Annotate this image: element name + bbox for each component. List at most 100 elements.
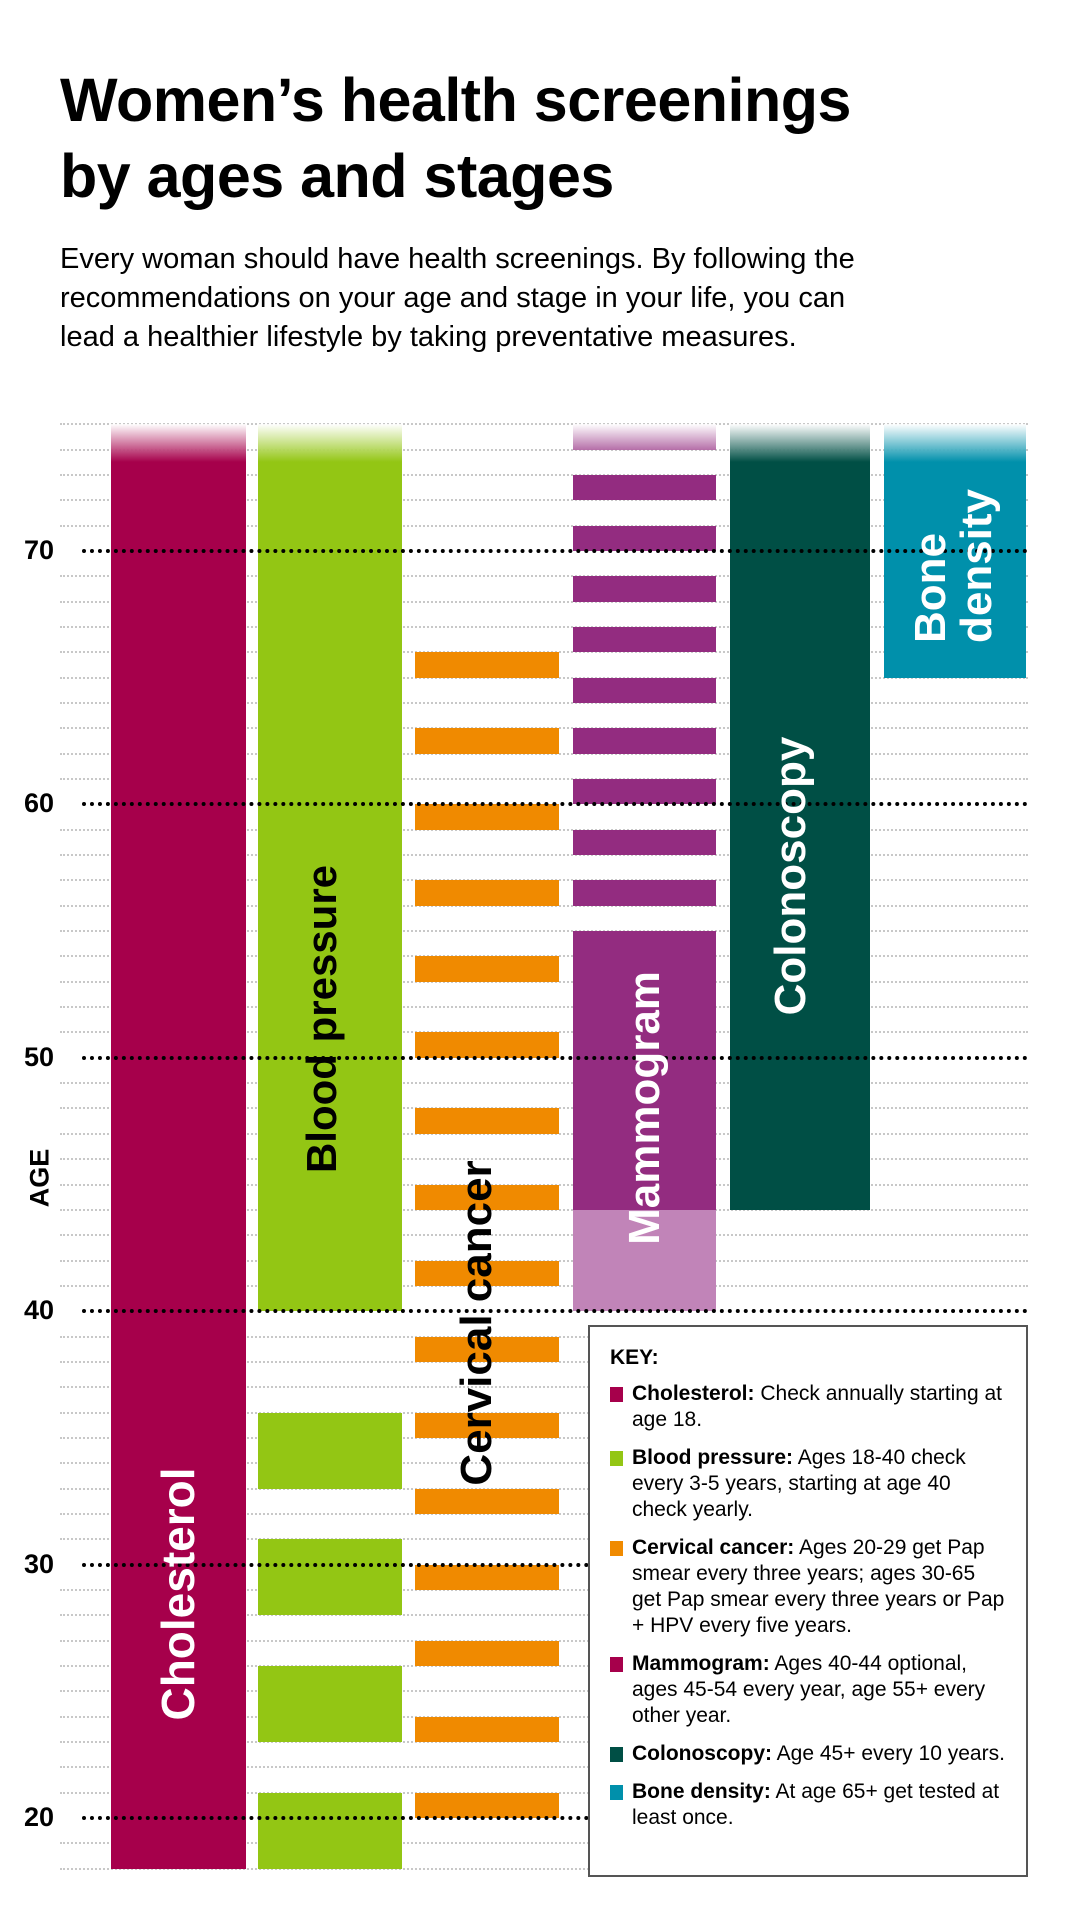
y-tick-label: 60 <box>24 788 55 819</box>
cervical-cancer-bar <box>415 1108 559 1134</box>
cervical-cancer-bar <box>415 1336 559 1362</box>
mammogram-bar <box>573 677 716 704</box>
key-color-swatch <box>610 1387 623 1402</box>
grid-line-minor <box>60 1588 1028 1591</box>
mammogram-bar <box>573 424 716 450</box>
y-tick-label: 30 <box>24 1548 55 1579</box>
mammogram-bar <box>573 728 716 754</box>
y-tick-label: 50 <box>24 1041 55 1072</box>
bone-density-label-line: density <box>952 488 1001 644</box>
key-item: Bone density: At age 65+ get tested at l… <box>610 1779 1010 1831</box>
mammogram-bar <box>573 576 716 602</box>
bone-density-label-line: Bone <box>905 533 955 644</box>
y-tick-label: 70 <box>24 535 55 565</box>
grid-line-minor <box>60 1436 1028 1439</box>
mammogram-bar <box>573 474 716 501</box>
grid-line-minor <box>60 980 1028 983</box>
page-title: Women’s health screenings by ages and st… <box>60 62 851 214</box>
grid-line-minor <box>60 1360 1028 1363</box>
key-item-name: Cholesterol: <box>632 1382 755 1405</box>
grid-line-minor <box>60 1234 1028 1237</box>
key-item-name: Blood pressure: <box>632 1446 794 1469</box>
grid-line-minor <box>60 1386 1028 1389</box>
cervical-cancer-bar <box>415 1488 559 1514</box>
cervical-cancer-bar <box>415 956 559 982</box>
cervical-cancer-bar <box>415 1260 559 1286</box>
cervical-cancer-bar <box>415 880 559 906</box>
grid-line-minor <box>60 1867 1028 1870</box>
cervical-cancer-label: Cervical cancer <box>451 1160 501 1486</box>
cervical-cancer-bar <box>415 1716 559 1742</box>
y-tick-label: 40 <box>24 1295 55 1326</box>
cervical-cancer-bar <box>415 804 559 830</box>
subtitle: Every woman should have health screening… <box>60 240 855 357</box>
blood-pressure-bar <box>258 1412 402 1489</box>
cervical-cancer-bar <box>415 652 559 678</box>
grid-line-minor <box>60 473 1028 476</box>
blood-pressure-bar <box>258 1665 402 1742</box>
key-item: Colonoscopy: Age 45+ every 10 years. <box>610 1741 1010 1767</box>
grid-line-minor <box>60 1512 1028 1515</box>
grid-line-minor <box>60 752 1028 755</box>
cervical-cancer-bar <box>415 1564 559 1590</box>
mammogram-label: Mammogram <box>619 971 669 1245</box>
mammogram-bar <box>573 880 716 906</box>
key-color-swatch <box>610 1785 623 1800</box>
grid-line-minor <box>60 1208 1028 1211</box>
title-line: Women’s health screenings <box>60 66 851 134</box>
mammogram-bar <box>573 627 716 653</box>
grid-line-minor <box>60 854 1028 857</box>
grid-line-minor <box>60 600 1028 603</box>
title-line: by ages and stages <box>60 142 614 210</box>
key-item-text: At age 65+ get tested at least once. <box>632 1780 1000 1829</box>
y-axis-label: AGE <box>24 1148 55 1208</box>
grid-line-minor <box>60 828 1028 831</box>
subtitle-line: lead a healthier lifestyle by taking pre… <box>60 321 797 353</box>
key-item-text: Ages 18-40 check every 3-5 years, starti… <box>632 1446 966 1521</box>
key-item-text: Ages 40-44 optional, ages 45-54 every ye… <box>632 1652 986 1727</box>
key-item-name: Mammogram: <box>632 1652 770 1675</box>
grid-line-minor <box>60 1766 1028 1769</box>
key-item: Mammogram: Ages 40-44 optional, ages 45-… <box>610 1651 1010 1729</box>
cervical-cancer-bar <box>415 1792 559 1818</box>
bone-density-label: Bone density <box>905 488 1001 644</box>
key-item-name: Cervical cancer: <box>632 1536 795 1559</box>
grid-line-minor <box>60 423 1028 426</box>
grid-line-minor <box>60 626 1028 629</box>
grid-line-minor <box>60 676 1028 679</box>
grid-line-minor <box>60 524 1028 527</box>
grid-line-minor <box>60 930 1028 933</box>
colonoscopy-label: Colonoscopy <box>765 736 815 1016</box>
key-item-text: Check annually starting at age 18. <box>632 1382 1002 1431</box>
mammogram-bar <box>573 829 716 856</box>
cervical-cancer-bar <box>415 1032 559 1058</box>
grid-line-major <box>82 1816 1028 1820</box>
grid-line-major <box>82 802 1028 807</box>
legend-key: KEY: Cholesterol: Check annually startin… <box>588 1325 1028 1877</box>
cervical-cancer-bar <box>415 1412 559 1438</box>
grid-line-minor <box>60 1664 1028 1667</box>
cholesterol-label: Cholesterol <box>151 1467 204 1721</box>
key-color-swatch <box>610 1451 623 1466</box>
key-item-text: Age 45+ every 10 years. <box>772 1742 1005 1765</box>
key-item-name: Bone density: <box>632 1780 771 1803</box>
key-item-text: Ages 20-29 get Pap smear every three yea… <box>632 1536 1005 1637</box>
grid-line-minor <box>60 1740 1028 1743</box>
grid-line-minor <box>60 1006 1028 1009</box>
grid-line-minor <box>60 1082 1028 1085</box>
blood-pressure-bar <box>258 1539 402 1616</box>
cervical-cancer-bar <box>415 1184 559 1210</box>
grid-line-minor <box>60 1614 1028 1617</box>
grid-line-minor <box>60 1158 1028 1161</box>
key-item: Cervical cancer: Ages 20-29 get Pap smea… <box>610 1535 1010 1639</box>
cervical-cancer-bar <box>415 728 559 754</box>
grid-line-minor <box>60 1690 1028 1693</box>
grid-line-major <box>82 1309 1028 1314</box>
key-item-name: Colonoscopy: <box>632 1742 772 1765</box>
grid-line-minor <box>60 778 1028 781</box>
key-color-swatch <box>610 1747 623 1762</box>
grid-line-major <box>82 1562 1028 1567</box>
grid-line-major <box>82 549 1028 553</box>
grid-line-minor <box>60 1132 1028 1135</box>
